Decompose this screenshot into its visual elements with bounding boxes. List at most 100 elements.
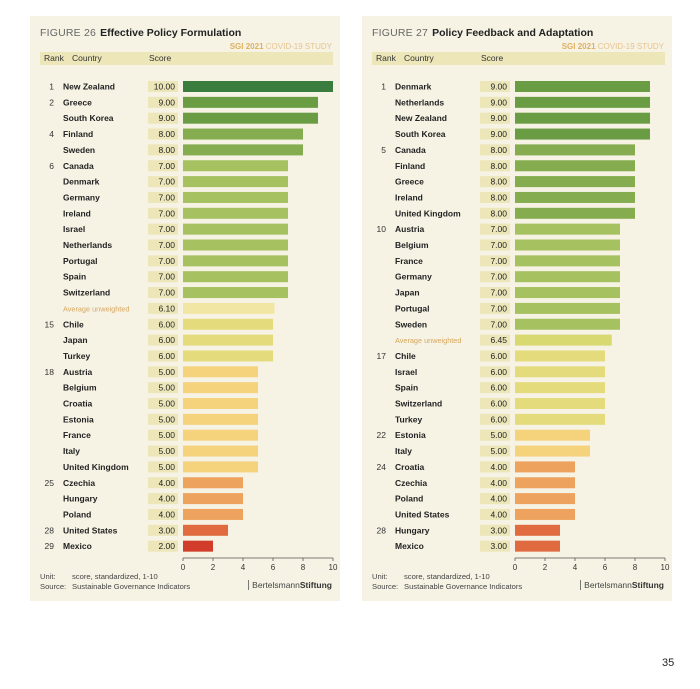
rank-label: 18	[45, 367, 55, 377]
figure-panel-left: FIGURE 26 Effective Policy Formulation SG…	[30, 16, 340, 601]
x-tick-label: 10	[661, 563, 670, 572]
score-label: 6.00	[158, 351, 175, 361]
score-cell	[480, 223, 510, 235]
study-label-b: COVID-19 STUDY	[265, 42, 332, 51]
study-label-a: SGI 2021	[561, 42, 596, 51]
score-cell	[148, 524, 178, 536]
brand-b: Stiftung	[299, 580, 332, 590]
score-cell	[480, 96, 510, 108]
source-text: Sustainable Governance Indicators	[404, 582, 523, 591]
bar	[515, 207, 635, 219]
score-label: 6.00	[490, 367, 507, 377]
country-label: Turkey	[63, 351, 91, 361]
score-label: 7.00	[158, 256, 175, 266]
score-cell	[480, 382, 510, 394]
brand-b: Stiftung	[631, 580, 664, 590]
bar	[515, 191, 635, 203]
study-label-a: SGI 2021	[229, 42, 264, 51]
bar	[183, 176, 288, 188]
score-cell	[148, 255, 178, 267]
score-cell	[480, 429, 510, 441]
table-header: Rank Country Score	[40, 52, 333, 65]
bar	[183, 493, 243, 505]
score-cell	[148, 350, 178, 362]
bar	[515, 96, 650, 108]
score-cell	[480, 81, 510, 92]
rank-label: 1	[49, 82, 54, 92]
bar	[183, 287, 288, 299]
unit-text: score, standardized, 1-10	[404, 572, 490, 581]
study-label: SGI 2021 COVID-19 STUDY	[230, 42, 332, 51]
country-label: Spain	[395, 383, 418, 393]
country-label: Greece	[63, 97, 92, 107]
score-label: 7.00	[490, 319, 507, 329]
score-label: 6.45	[490, 335, 507, 345]
country-label: Chile	[395, 351, 416, 361]
score-cell	[148, 477, 178, 489]
bar	[515, 302, 620, 314]
country-label: Average unweighted	[63, 304, 129, 313]
bar	[515, 271, 620, 283]
rank-label: 5	[381, 145, 386, 155]
score-label: 4.00	[158, 509, 175, 519]
figure-title: FIGURE 27 Policy Feedback and Adaptation	[372, 27, 593, 39]
score-label: 8.00	[490, 177, 507, 187]
bar	[183, 223, 288, 235]
score-cell	[480, 493, 510, 505]
country-label: Austria	[395, 224, 425, 234]
bar	[183, 96, 318, 108]
score-label: 7.00	[490, 224, 507, 234]
x-tick-label: 10	[329, 563, 338, 572]
score-label: 7.00	[158, 240, 175, 250]
bar	[515, 318, 620, 330]
header-country: Country	[404, 53, 434, 63]
x-tick-label: 6	[271, 563, 276, 572]
bar	[183, 508, 243, 520]
score-cell	[148, 239, 178, 251]
bar	[183, 398, 258, 409]
score-label: 5.00	[158, 462, 175, 472]
score-cell	[480, 461, 510, 473]
rank-label: 29	[45, 541, 55, 551]
score-label: 5.00	[158, 367, 175, 377]
country-label: Hungary	[63, 494, 98, 504]
score-label: 5.00	[158, 446, 175, 456]
score-cell	[480, 160, 510, 172]
score-label: 7.00	[490, 288, 507, 298]
score-label: 9.00	[490, 113, 507, 123]
bar	[515, 477, 575, 489]
chart-footer: Unit: score, standardized, 1-10 Source: Su…	[40, 572, 190, 592]
score-cell	[148, 508, 178, 520]
score-label: 5.00	[158, 399, 175, 409]
score-cell	[148, 334, 178, 346]
score-cell	[480, 508, 510, 520]
country-label: United States	[395, 509, 450, 519]
country-label: Japan	[63, 335, 88, 345]
score-label: 6.10	[158, 303, 175, 313]
bar	[183, 445, 258, 457]
country-label: Denmark	[63, 177, 100, 187]
score-label: 5.00	[158, 414, 175, 424]
bar	[183, 160, 288, 172]
figure-name: Policy Feedback and Adaptation	[432, 27, 594, 39]
country-label: Czechia	[395, 478, 427, 488]
score-cell	[148, 144, 178, 156]
score-cell	[480, 144, 510, 156]
score-label: 3.00	[158, 525, 175, 535]
score-label: 3.00	[490, 525, 507, 535]
bar	[183, 429, 258, 441]
bar	[515, 112, 650, 124]
country-label: Hungary	[395, 525, 430, 535]
score-label: 4.00	[490, 478, 507, 488]
score-label: 9.00	[490, 129, 507, 139]
country-label: Canada	[63, 161, 94, 171]
score-label: 8.00	[490, 145, 507, 155]
bar	[515, 508, 575, 520]
score-label: 8.00	[490, 208, 507, 218]
bar	[515, 540, 560, 552]
header-rank: Rank	[44, 53, 64, 63]
rank-label: 22	[377, 430, 387, 440]
country-label: Canada	[395, 145, 426, 155]
source-text: Sustainable Governance Indicators	[72, 582, 191, 591]
country-label: Finland	[63, 129, 93, 139]
